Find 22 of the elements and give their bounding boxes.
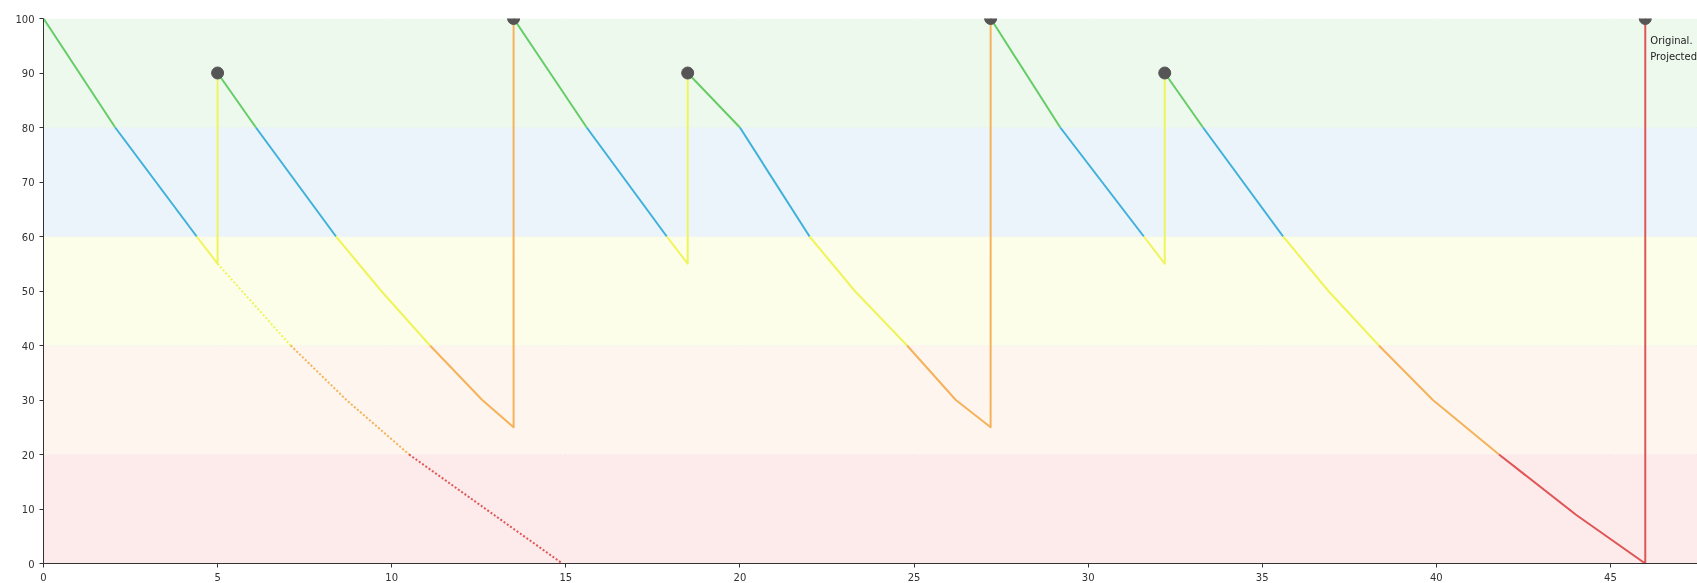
annotation: Original. Projected: [1650, 34, 1697, 62]
x-tick-label: 10: [385, 571, 399, 583]
y-tick-label: 20: [21, 449, 35, 461]
x-tick-label: 45: [1604, 571, 1617, 583]
y-tick-label: 80: [21, 122, 35, 134]
x-tick-label: 15: [559, 571, 573, 583]
x-tick-label: 25: [907, 571, 921, 583]
y-tick-label: 40: [21, 340, 35, 352]
x-tick-label: 5: [214, 571, 221, 583]
x-tick-label: 35: [1255, 571, 1269, 583]
y-tick-label: 90: [21, 68, 35, 79]
x-tick-label: 30: [1081, 571, 1095, 583]
y-tick-label: 60: [21, 231, 35, 243]
y-tick-label: 70: [21, 177, 35, 188]
y-tick-label: 30: [21, 395, 35, 406]
y-tick-label: 10: [21, 504, 35, 515]
y-tick-label: 50: [21, 286, 35, 297]
x-tick-label: 20: [733, 571, 747, 583]
x-tick-label: 40: [1429, 571, 1443, 583]
x-tick-label: 0: [40, 571, 47, 583]
y-tick-label: 0: [28, 558, 35, 570]
y-tick-label: 100: [15, 13, 35, 25]
